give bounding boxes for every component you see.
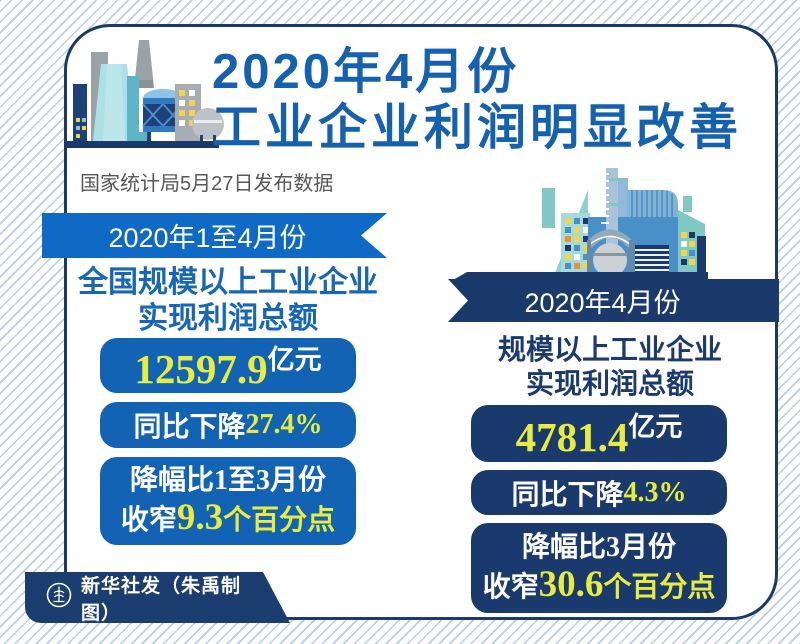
left-narrow-line2: 收窄9.3个百分点 [100,498,356,545]
right-profit-value: 4781.4 [515,414,629,460]
left-narrow-label: 收窄 [120,505,177,536]
left-heading-line2: 实现利润总额 [138,302,318,335]
right-profit-box: 4781.4 亿元 [471,405,727,462]
factory-skyline-icon [57,36,227,155]
left-heading: 全国规模以上工业企业 实现利润总额 [70,265,386,337]
left-narrow-suffix: 个百分点 [223,505,336,536]
footer-credit-text: 新华社发（朱禹制图） [81,575,242,624]
right-heading-line1: 规模以上工业企业 [497,335,722,366]
right-profit-unit: 亿元 [628,412,683,442]
right-period-banner-label: 2020年4月份 [524,288,681,318]
left-period-banner: 2020年1至4月份 [42,213,387,258]
right-period-banner: 2020年4月份 [448,279,779,322]
left-period-banner-label: 2020年1至4月份 [108,223,307,253]
right-narrow-box: 降幅比3月份 收窄30.6个百分点 [471,523,727,613]
left-yoy-box: 同比下降 27.4% [100,402,356,448]
left-heading-line1: 全国规模以上工业企业 [78,266,378,299]
left-yoy-value: 27.4% [245,409,323,440]
left-narrow-line1: 降幅比1至3月份 [129,465,326,496]
right-narrow-suffix: 个百分点 [603,572,716,603]
right-narrow-label: 收窄 [482,572,539,603]
right-narrow-line2: 收窄30.6个百分点 [471,565,727,612]
xinhua-emblem-icon [45,581,73,614]
source-note: 国家统计局5月27日发布数据 [80,173,334,195]
left-narrow-box: 降幅比1至3月份 收窄9.3个百分点 [100,457,356,545]
right-yoy-box: 同比下降 4.3% [471,470,727,515]
left-profit-box: 12597.9 亿元 [100,338,356,393]
page-title-line2: 工业企业利润明显改善 [212,101,743,155]
right-narrow-value: 30.6 [538,564,604,605]
page-title-line1: 2020年4月份 [212,45,520,99]
left-narrow-value: 9.3 [176,497,224,538]
right-narrow-line1: 降幅比3月份 [521,532,676,563]
page-title: 2020年4月份 工业企业利润明显改善 [212,44,742,156]
right-yoy-label: 同比下降 [511,479,624,511]
left-profit-value: 12597.9 [134,346,268,392]
left-profit-unit: 亿元 [267,345,322,375]
right-heading: 规模以上工业企业 实现利润总额 [458,334,762,402]
right-heading-line2: 实现利润总额 [525,369,694,400]
factory-plant-icon [443,166,708,285]
footer-credit-ribbon: 新华社发（朱禹制图） [25,572,263,624]
left-yoy-label: 同比下降 [133,412,246,443]
right-yoy-value: 4.3% [623,476,687,508]
